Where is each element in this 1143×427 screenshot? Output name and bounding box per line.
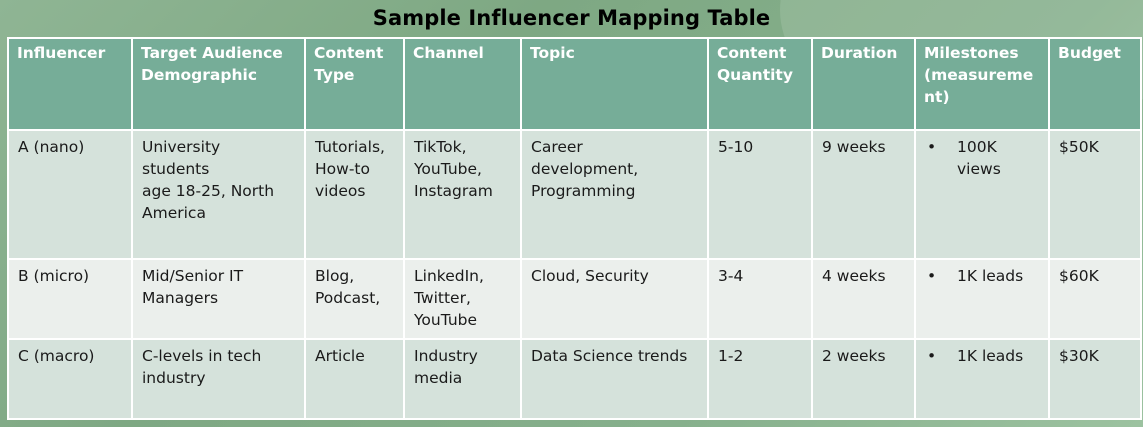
header-content-quantity: Content Quantity	[707, 37, 813, 131]
cell-channel: LinkedIn, Twitter, YouTube	[403, 258, 522, 340]
cell-milestone: • 1K leads	[914, 338, 1050, 420]
cell-channel: Industry media	[403, 338, 522, 420]
header-budget: Budget	[1048, 37, 1142, 131]
milestone-bullet-item: • 1K leads	[927, 267, 1024, 285]
cell-milestone: • 100K views	[914, 129, 1050, 260]
table-header-row: Influencer Target Audience Demographic C…	[7, 37, 1142, 131]
cell-budget: $50K	[1048, 129, 1142, 260]
bullet-icon: •	[927, 347, 937, 365]
cell-budget: $60K	[1048, 258, 1142, 340]
header-target-audience: Target Audience Demographic	[131, 37, 306, 131]
cell-content-type: Article	[304, 338, 405, 420]
header-content-type: Content Type	[304, 37, 405, 131]
cell-budget: $30K	[1048, 338, 1142, 420]
cell-influencer: B (micro)	[7, 258, 133, 340]
cell-duration: 9 weeks	[811, 129, 916, 260]
cell-quantity: 5-10	[707, 129, 813, 260]
cell-duration: 2 weeks	[811, 338, 916, 420]
cell-topic: Career development, Programming	[520, 129, 709, 260]
cell-audience: University students age 18-25, North Ame…	[131, 129, 306, 260]
table-row: A (nano) University students age 18-25, …	[7, 129, 1142, 260]
cell-duration: 4 weeks	[811, 258, 916, 340]
cell-content-type: Tutorials, How-to videos	[304, 129, 405, 260]
cell-milestone: • 1K leads	[914, 258, 1050, 340]
cell-influencer: A (nano)	[7, 129, 133, 260]
cell-channel: TikTok, YouTube, Instagram	[403, 129, 522, 260]
milestone-bullet-item: • 1K leads	[927, 347, 1024, 365]
cell-quantity: 3-4	[707, 258, 813, 340]
header-milestones: Milestones (measureme nt)	[914, 37, 1050, 131]
cell-content-type: Blog, Podcast,	[304, 258, 405, 340]
influencer-mapping-table: Influencer Target Audience Demographic C…	[7, 37, 1142, 420]
page-title: Sample Influencer Mapping Table	[372, 6, 771, 30]
cell-audience: C-levels in tech industry	[131, 338, 306, 420]
header-influencer: Influencer	[7, 37, 133, 131]
header-topic: Topic	[520, 37, 709, 131]
header-channel: Channel	[403, 37, 522, 131]
table-row: C (macro) C-levels in tech industry Arti…	[7, 338, 1142, 420]
table-row: B (micro) Mid/Senior IT Managers Blog, P…	[7, 258, 1142, 340]
cell-audience: Mid/Senior IT Managers	[131, 258, 306, 340]
cell-quantity: 1-2	[707, 338, 813, 420]
cell-topic: Cloud, Security	[520, 258, 709, 340]
cell-topic: Data Science trends	[520, 338, 709, 420]
header-duration: Duration	[811, 37, 916, 131]
bullet-icon: •	[927, 138, 937, 156]
milestone-bullet-item: • 100K views	[927, 138, 1001, 178]
bullet-icon: •	[927, 267, 937, 285]
cell-influencer: C (macro)	[7, 338, 133, 420]
